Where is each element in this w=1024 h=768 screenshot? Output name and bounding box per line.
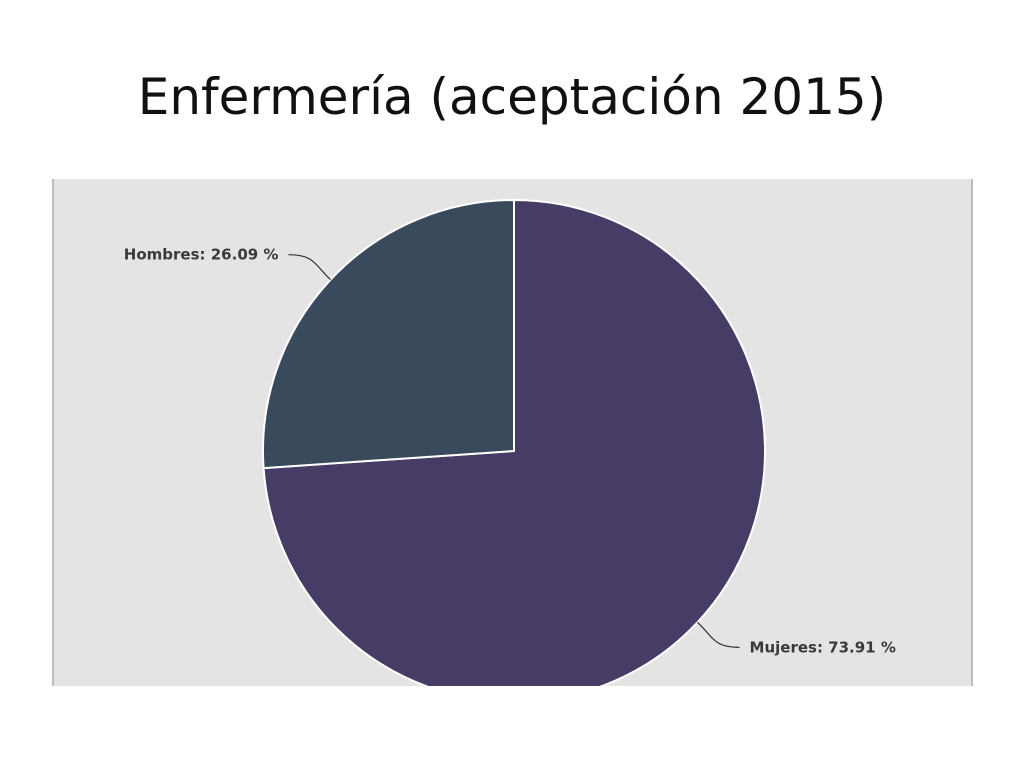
pie-chart-panel: Mujeres: 73.91 % Hombres: 26.09 % bbox=[52, 179, 973, 686]
data-label-mujeres: Mujeres: 73.91 % bbox=[750, 638, 896, 656]
pie-chart: Mujeres: 73.91 % Hombres: 26.09 % bbox=[124, 199, 896, 686]
pie-labels: Mujeres: 73.91 % Hombres: 26.09 % bbox=[124, 246, 896, 657]
pie-slice-hombres bbox=[262, 199, 515, 470]
leader-line-mujeres bbox=[697, 621, 740, 648]
slide-title: Enfermería (aceptación 2015) bbox=[137, 68, 887, 126]
pie-leader-lines bbox=[288, 254, 740, 648]
pie-slices bbox=[262, 199, 766, 686]
data-label-hombres: Hombres: 26.09 % bbox=[124, 246, 279, 264]
leader-line-hombres bbox=[288, 254, 331, 281]
